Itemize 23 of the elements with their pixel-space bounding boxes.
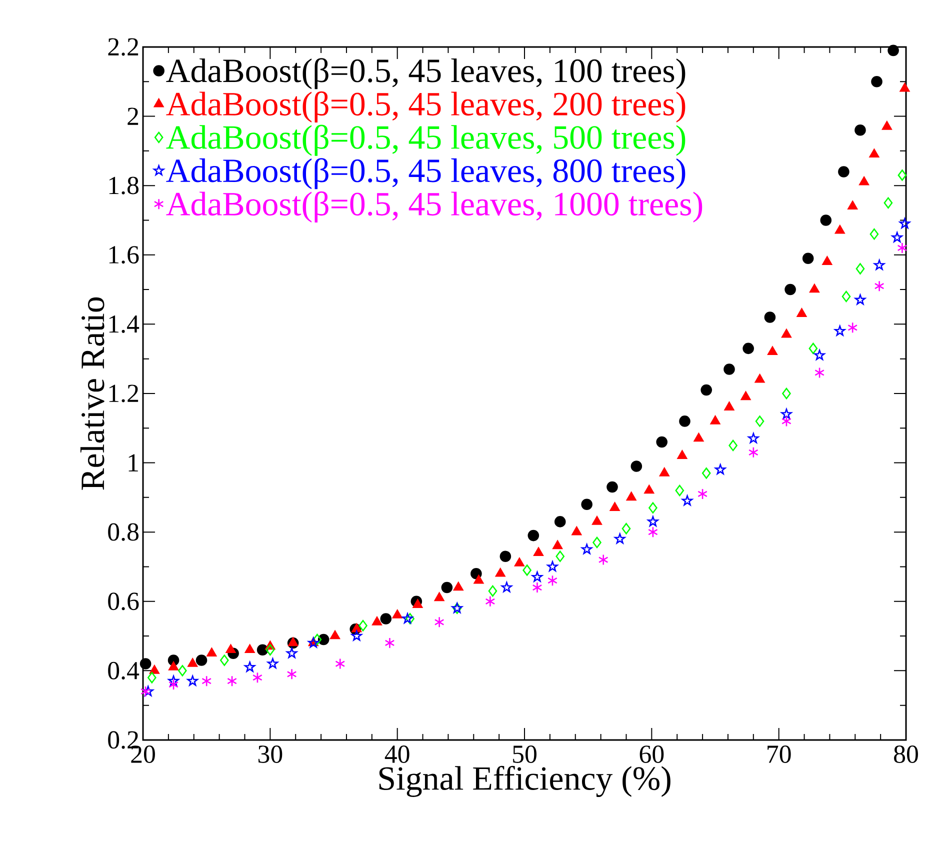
x-tick-label: 80 [894, 745, 918, 763]
legend-label: AdaBoost(β=0.5, 45 leaves, 800 trees) [166, 158, 686, 190]
y-tick-label: 0.4 [108, 662, 140, 680]
y-tick-label: 2 [128, 108, 138, 125]
x-axis-title: Signal Efficiency (%) [379, 766, 670, 797]
y-tick-label: 1 [128, 454, 138, 472]
y-tick-label: 1.2 [109, 384, 138, 402]
legend-label: AdaBoost(β=0.5, 45 leaves, 200 trees) [166, 91, 686, 122]
x-tick-label: 70 [768, 745, 791, 763]
y-axis-title: Relative Ratio [80, 297, 104, 490]
legend-label: AdaBoost(β=0.5, 45 leaves, 100 trees) [166, 58, 686, 90]
y-tick-label: 1.8 [109, 176, 139, 194]
y-tick-label: 0.6 [108, 592, 139, 610]
x-tick-label: 30 [258, 745, 282, 763]
x-tick-label: 60 [640, 745, 664, 763]
y-tick-label: 0.8 [108, 523, 139, 541]
y-tick-label: 2.2 [108, 38, 138, 56]
y-tick-label: 1.4 [109, 315, 140, 333]
x-tick-label: 50 [513, 745, 536, 763]
legend-label: AdaBoost(β=0.5, 45 leaves, 1000 trees) [166, 191, 702, 222]
y-tick-label: 1.6 [109, 246, 139, 264]
x-tick-label: 40 [384, 745, 410, 763]
legend-label: AdaBoost(β=0.5, 45 leaves, 500 trees) [166, 124, 686, 156]
